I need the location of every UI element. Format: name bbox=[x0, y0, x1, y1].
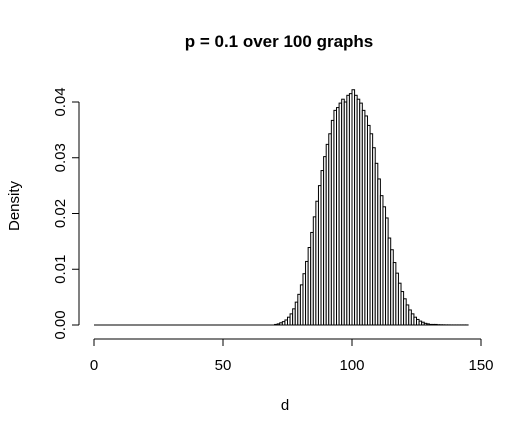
y-tick-label: 0.03 bbox=[52, 143, 69, 172]
x-tick-label: 150 bbox=[468, 357, 493, 374]
x-tick-label: 0 bbox=[90, 357, 98, 374]
x-axis-label: d bbox=[281, 397, 289, 414]
y-tick-label: 0.01 bbox=[52, 255, 69, 284]
y-tick-label: 0.04 bbox=[52, 87, 69, 116]
y-axis-label: Density bbox=[6, 180, 23, 231]
bars bbox=[274, 89, 469, 326]
y-axis: 0.00 0.01 0.02 0.03 0.04 bbox=[52, 87, 80, 340]
x-tick-label: 50 bbox=[215, 357, 232, 374]
x-tick-label: 100 bbox=[339, 357, 364, 374]
y-tick-label: 0.02 bbox=[52, 199, 69, 228]
x-axis: 0 50 100 150 bbox=[90, 338, 494, 374]
y-tick-label: 0.00 bbox=[52, 310, 69, 339]
chart-title: p = 0.1 over 100 graphs bbox=[185, 32, 374, 51]
